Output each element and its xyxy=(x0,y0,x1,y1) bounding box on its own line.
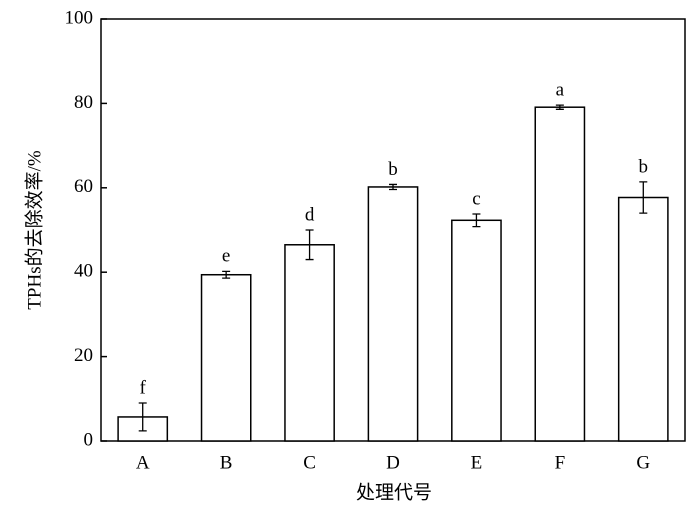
y-tick-label: 0 xyxy=(84,429,94,450)
x-tick-label: G xyxy=(636,452,650,473)
error-bar xyxy=(138,402,147,432)
y-tick-label: 40 xyxy=(74,261,93,282)
significance-letter: e xyxy=(222,246,230,267)
bar xyxy=(617,196,669,442)
significance-letter: f xyxy=(140,377,147,398)
error-bar xyxy=(555,104,564,110)
significance-letter: b xyxy=(388,159,398,180)
error-bar xyxy=(389,183,397,191)
significance-letter: c xyxy=(472,188,480,209)
x-tick-label: B xyxy=(220,452,233,473)
y-tick-label: 100 xyxy=(65,7,94,28)
x-tick-label: C xyxy=(303,452,316,473)
error-bar xyxy=(639,181,648,214)
bar xyxy=(200,273,252,442)
bar xyxy=(534,106,586,442)
x-tick-label: E xyxy=(471,452,483,473)
bar xyxy=(284,244,335,442)
bar xyxy=(367,186,419,442)
significance-letter: a xyxy=(556,79,565,100)
significance-letter: b xyxy=(639,156,649,177)
y-axis-label: TPHs的去除效率/% xyxy=(23,150,45,310)
error-bar xyxy=(222,270,231,279)
x-axis-label: 处理代号 xyxy=(356,481,432,503)
x-tick-label: A xyxy=(136,452,150,473)
significance-letter: d xyxy=(305,204,315,225)
y-tick-label: 80 xyxy=(74,92,93,113)
y-tick-label: 20 xyxy=(74,345,93,366)
error-bar xyxy=(472,213,481,228)
y-tick-label: 60 xyxy=(74,176,93,197)
x-tick-label: D xyxy=(386,452,400,473)
error-bar xyxy=(305,229,314,261)
x-tick-label: F xyxy=(555,452,566,473)
bar xyxy=(451,219,502,442)
